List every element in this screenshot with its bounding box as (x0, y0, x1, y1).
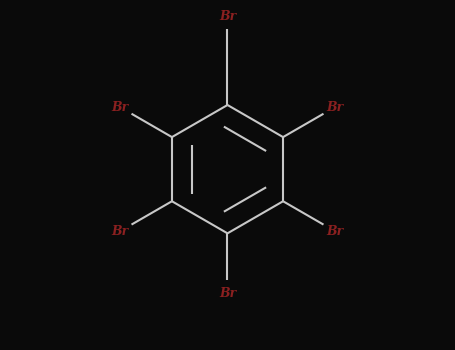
Text: Br: Br (326, 225, 344, 238)
Text: Br: Br (219, 287, 236, 300)
Text: Br: Br (219, 9, 236, 22)
Text: Br: Br (326, 101, 344, 114)
Text: Br: Br (111, 101, 129, 114)
Text: Br: Br (111, 225, 129, 238)
